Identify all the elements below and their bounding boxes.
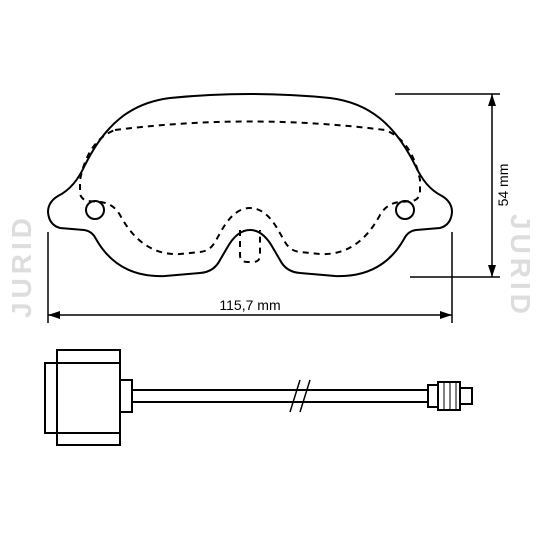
technical-drawing: 115,7 mm 54 mm xyxy=(0,0,542,542)
connector-assembly xyxy=(45,350,472,445)
height-dimension xyxy=(395,94,500,277)
brake-pad-outline xyxy=(48,94,452,276)
height-label: 54 mm xyxy=(495,164,511,207)
width-label: 115,7 mm xyxy=(219,297,280,313)
